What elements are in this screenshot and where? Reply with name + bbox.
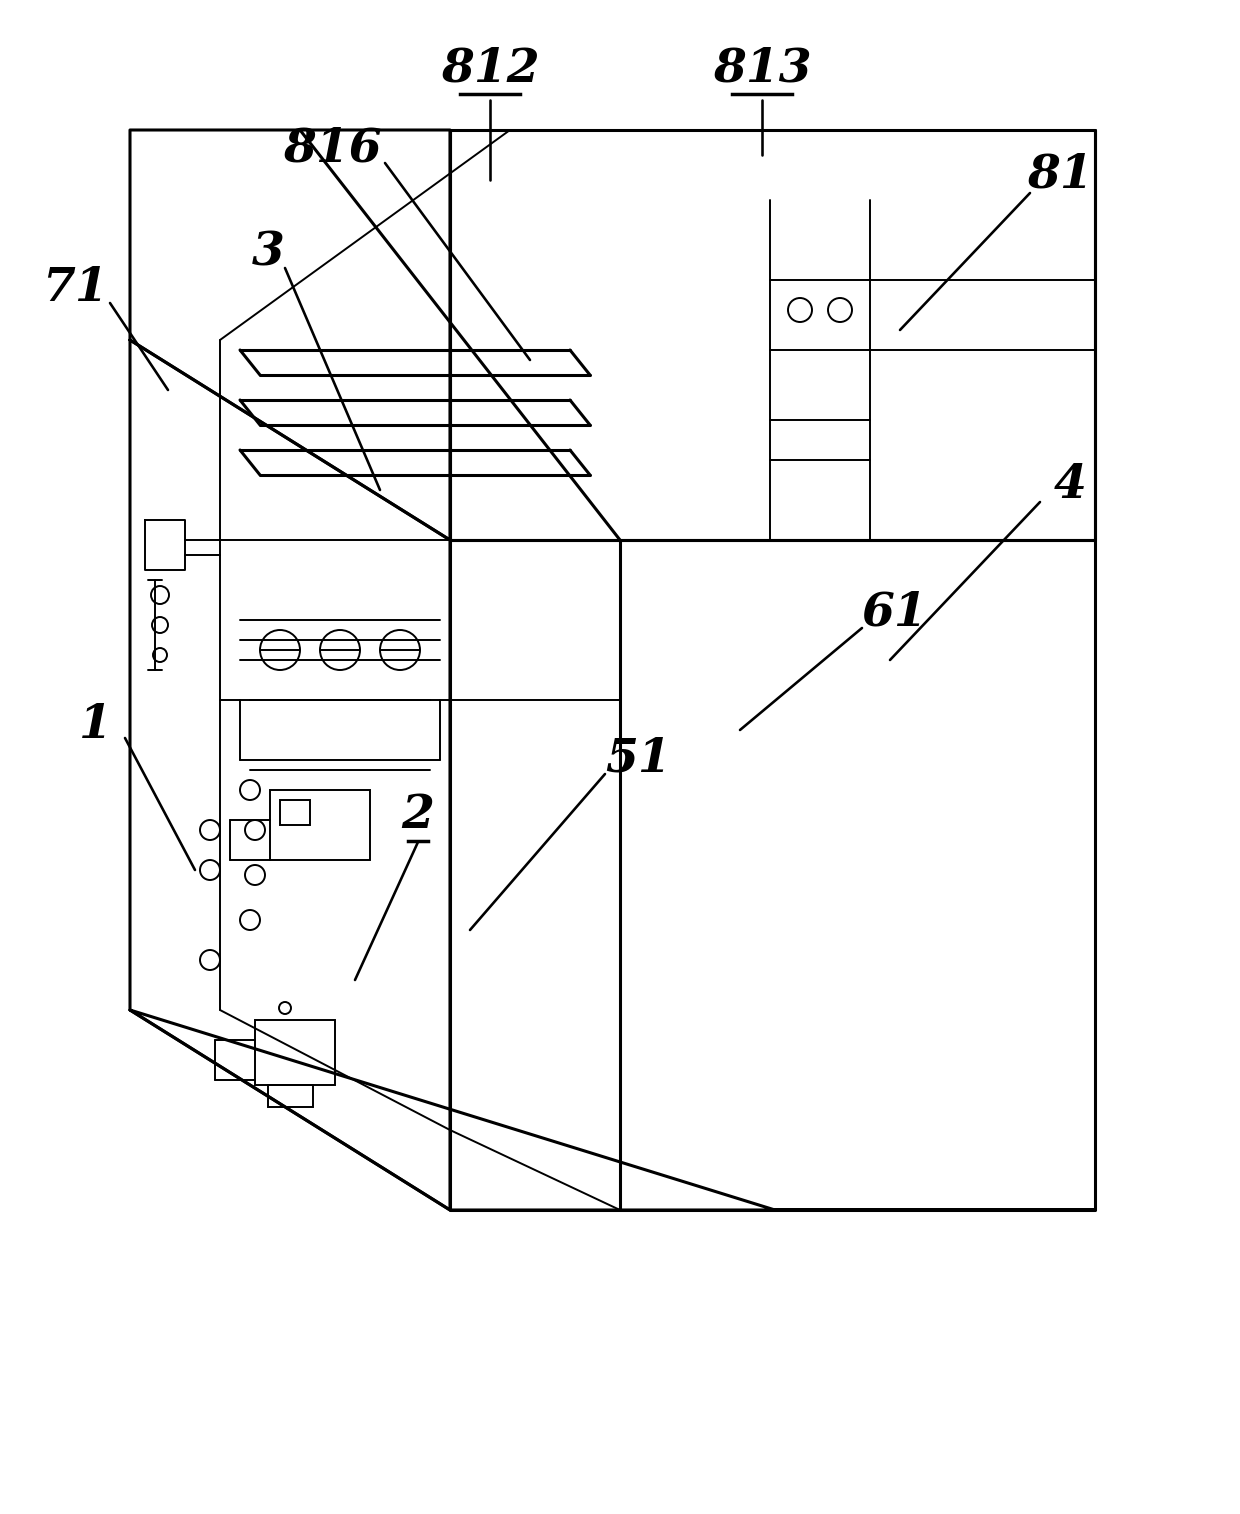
Text: 81: 81 [1027, 151, 1092, 198]
Text: 71: 71 [42, 265, 108, 310]
Text: 51: 51 [605, 734, 671, 781]
Text: 1: 1 [78, 702, 112, 748]
Text: 816: 816 [283, 126, 382, 171]
Bar [270, 790, 370, 860]
Bar [255, 1020, 335, 1086]
Text: 61: 61 [862, 589, 928, 634]
Text: 2: 2 [402, 792, 434, 839]
Bar [280, 799, 310, 825]
Text: 813: 813 [713, 45, 811, 91]
Bar [268, 1086, 312, 1107]
Text: 812: 812 [440, 45, 539, 91]
Text: 3: 3 [252, 229, 284, 276]
Text: 4: 4 [1054, 462, 1086, 509]
